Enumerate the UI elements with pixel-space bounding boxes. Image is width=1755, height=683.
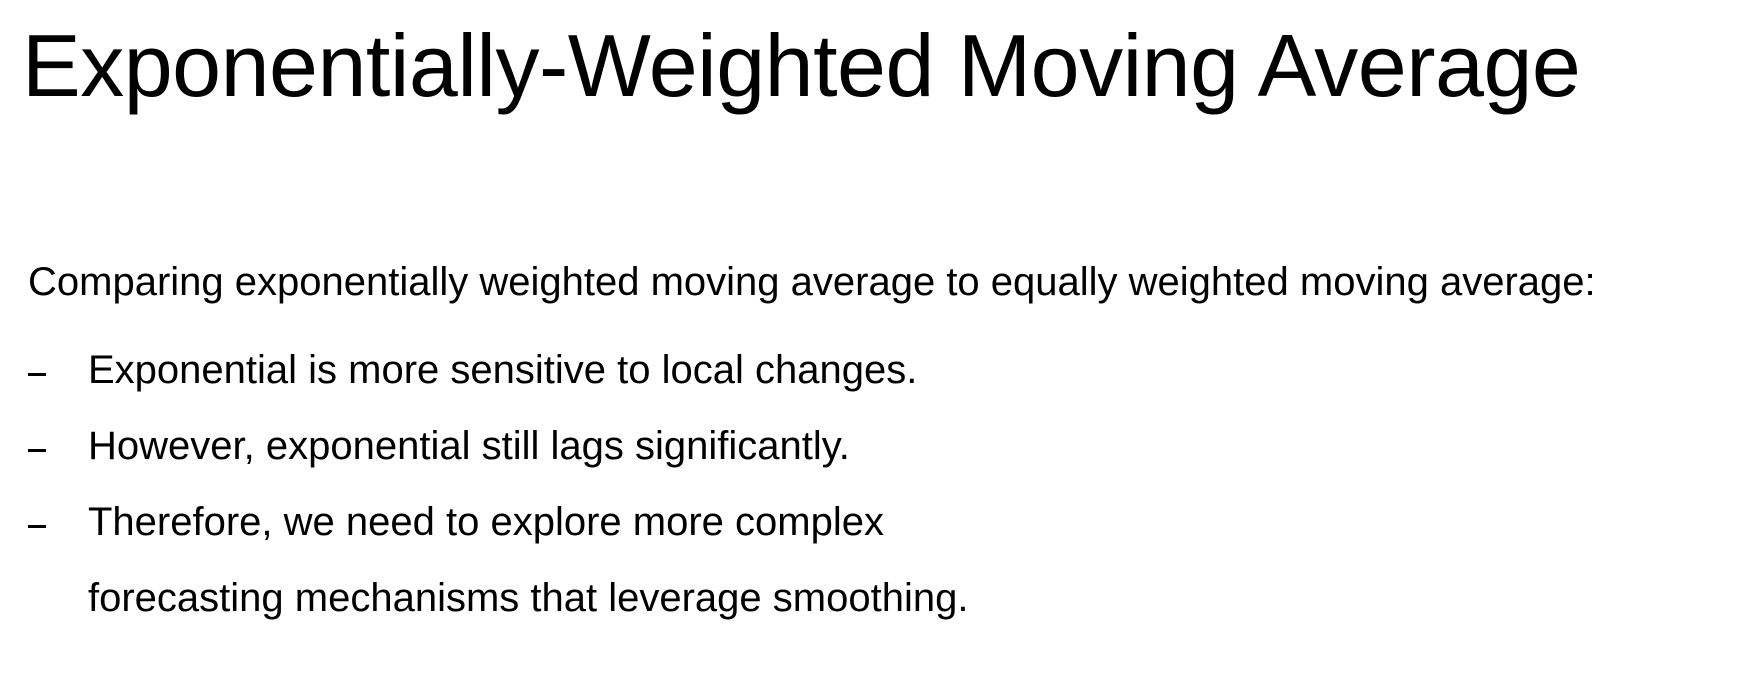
bullet-text: However, exponential still lags signific… — [88, 424, 850, 468]
bullet-text: Therefore, we need to explore more compl… — [88, 500, 884, 544]
bullet-item: However, exponential still lags signific… — [28, 408, 968, 484]
bullet-text-continuation: forecasting mechanisms that leverage smo… — [88, 576, 969, 620]
intro-text: Comparing exponentially weighted moving … — [28, 260, 1596, 304]
bullet-text: Exponential is more sensitive to local c… — [88, 348, 918, 392]
bullet-item: Therefore, we need to explore more compl… — [28, 484, 968, 636]
bullet-list: Exponential is more sensitive to local c… — [28, 332, 968, 636]
bullet-item: Exponential is more sensitive to local c… — [28, 332, 968, 408]
slide-title: Exponentially-Weighted Moving Average — [22, 16, 1581, 115]
